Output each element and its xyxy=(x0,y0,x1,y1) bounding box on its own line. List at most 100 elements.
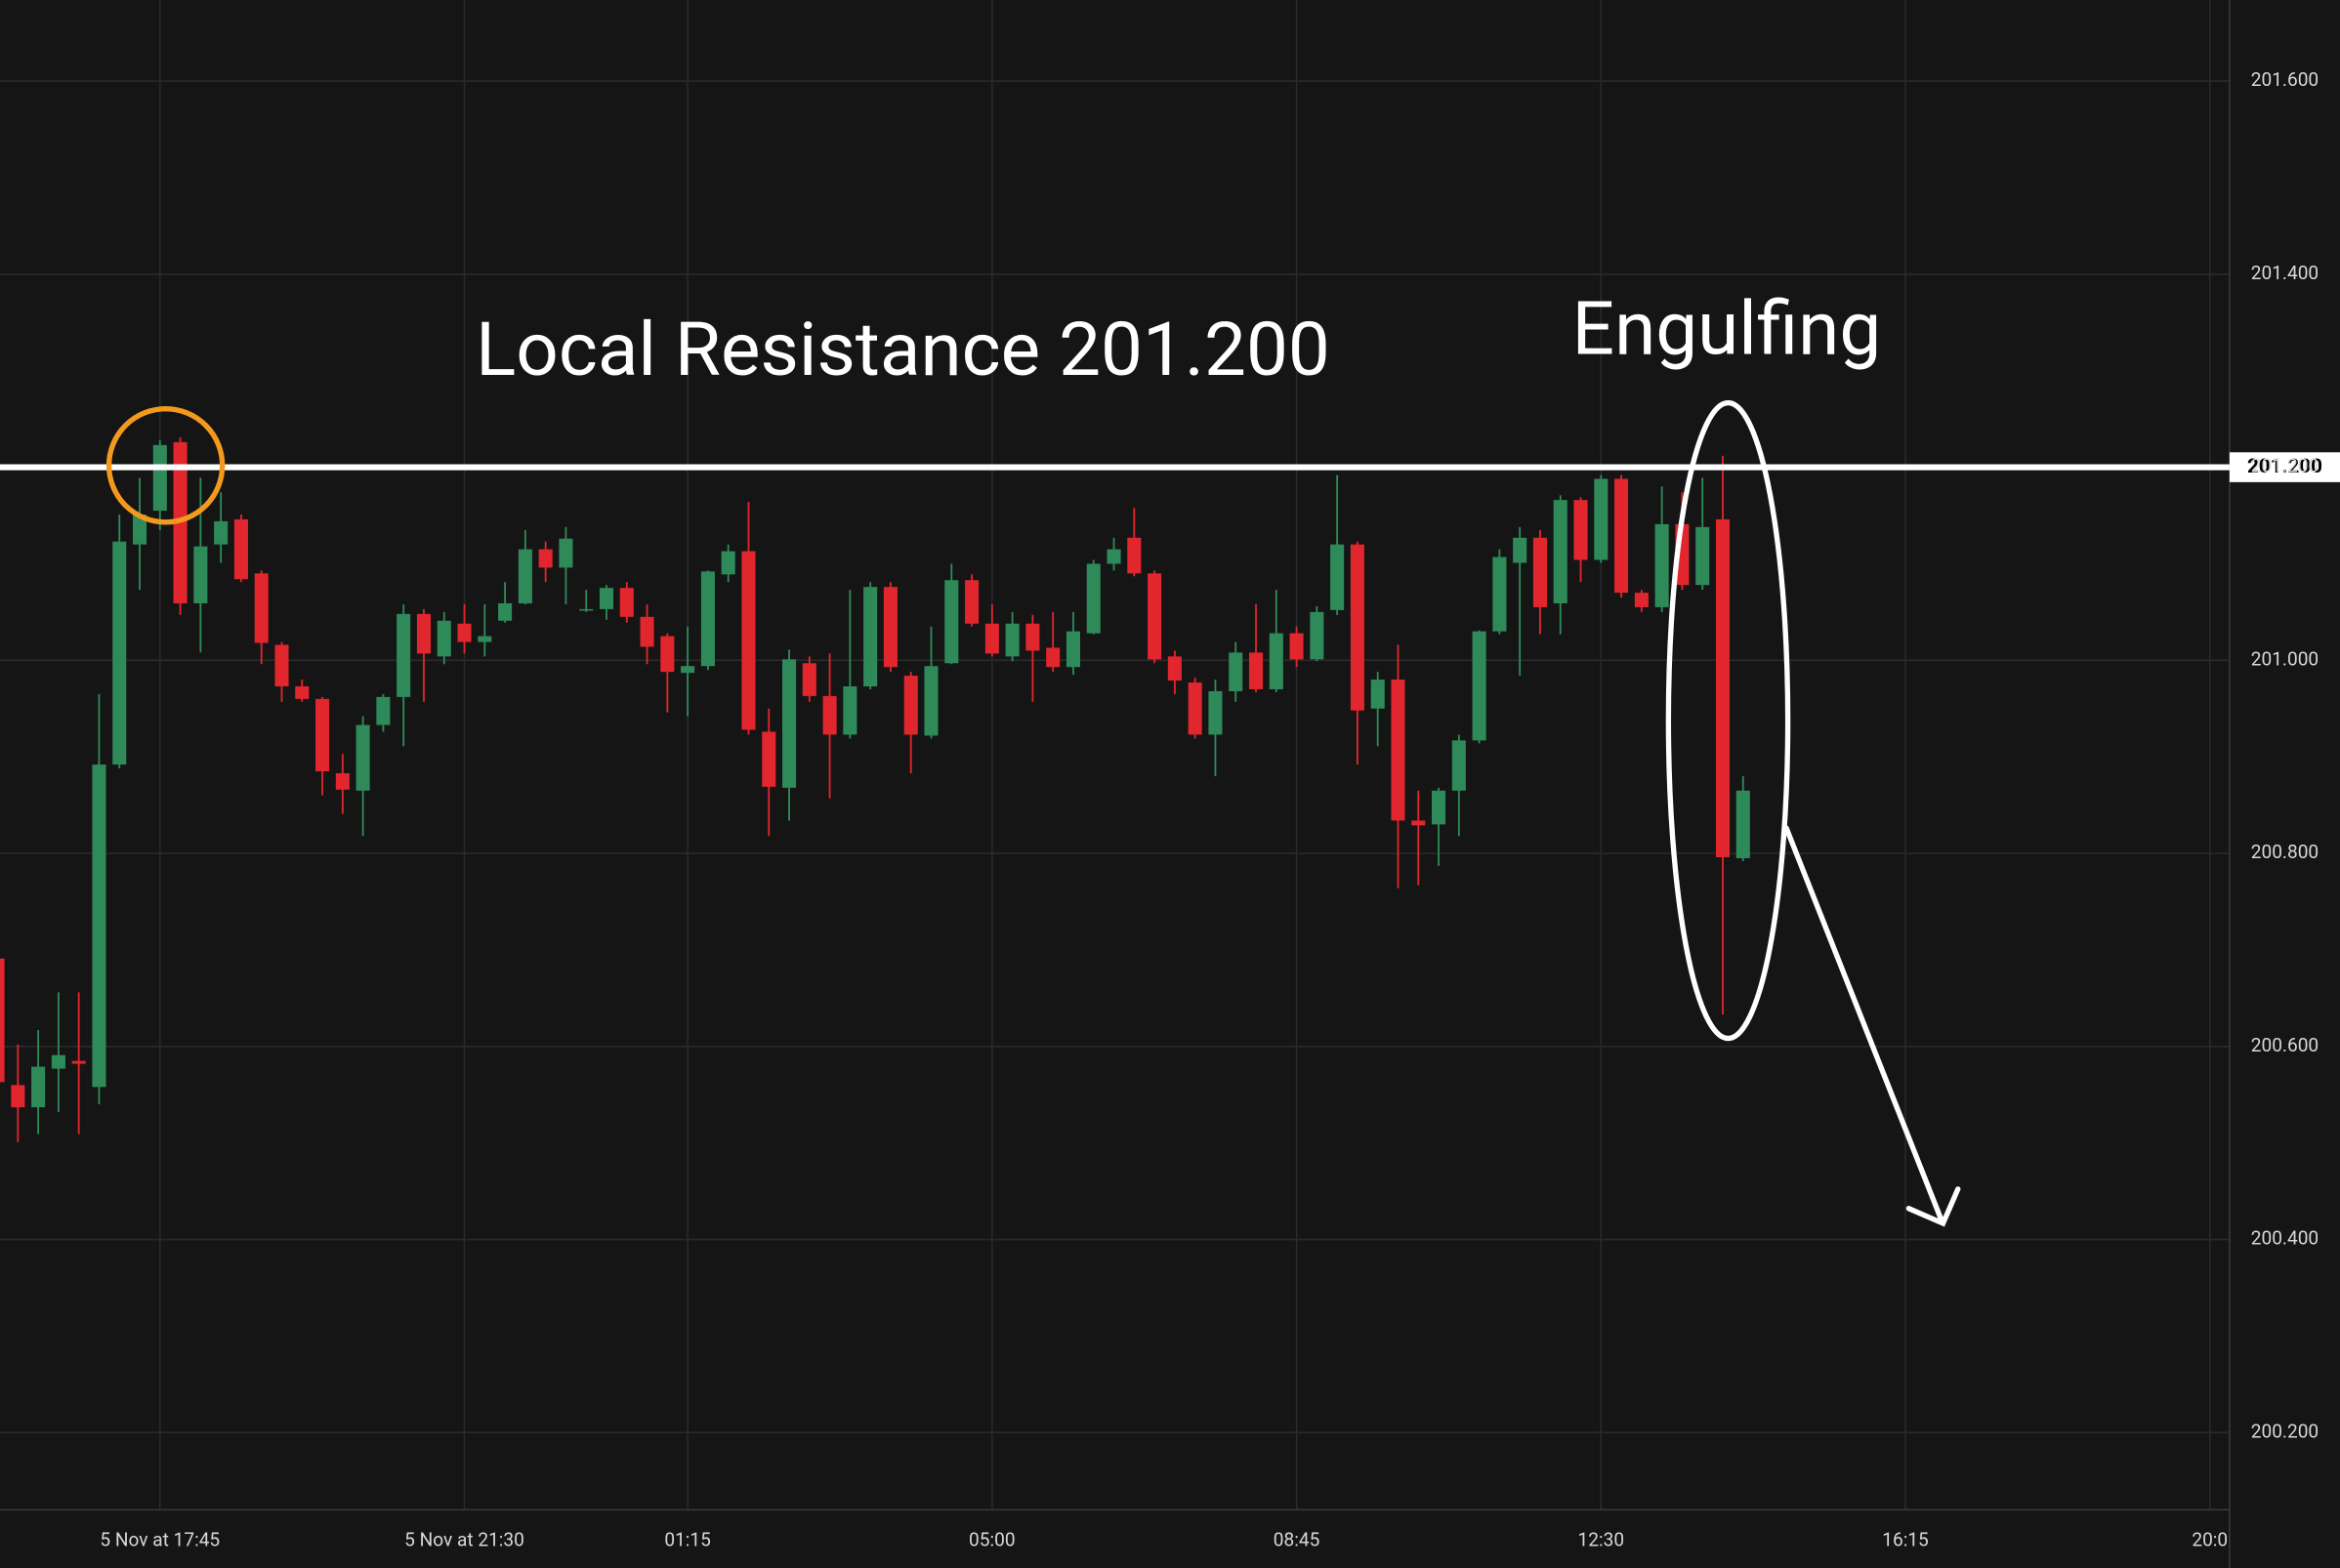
candle-body xyxy=(274,644,289,687)
x-tick-label: 5 Nov at 21:30 xyxy=(404,1529,524,1551)
candle-body xyxy=(1411,820,1426,826)
candle-body xyxy=(193,546,208,603)
arrow-shaft xyxy=(1783,825,1944,1223)
x-tick-label: 5 Nov at 17:45 xyxy=(100,1529,220,1551)
candle-body xyxy=(1350,544,1364,711)
candle-body xyxy=(1573,500,1588,560)
candle-body xyxy=(457,623,472,642)
candle-body xyxy=(416,613,431,654)
price-tag-label: 201.200 xyxy=(2247,455,2322,478)
candle-body xyxy=(1127,537,1142,574)
candle-body xyxy=(1614,478,1629,594)
annotation: Engulfing xyxy=(1572,284,1882,372)
candle-body xyxy=(295,686,310,699)
y-tick-label: 201.600 xyxy=(2251,68,2319,91)
candle-body xyxy=(0,958,5,1083)
y-tick-label: 200.600 xyxy=(2251,1034,2319,1056)
candle-body xyxy=(1107,549,1121,564)
candle-body xyxy=(1289,633,1304,660)
candle-body xyxy=(721,551,735,575)
candle-body xyxy=(741,551,756,730)
overlay: 201.200 xyxy=(0,452,2340,482)
x-tick-label: 01:15 xyxy=(664,1529,711,1551)
candle-body xyxy=(1532,537,1547,607)
y-tick-label: 201.200 xyxy=(2251,455,2319,477)
candle-body xyxy=(1735,790,1750,858)
candle-body xyxy=(315,698,330,772)
candle-body xyxy=(376,696,391,725)
candle-body xyxy=(843,686,857,735)
candle-body xyxy=(1046,647,1061,668)
candle-body xyxy=(619,588,634,617)
candle-body xyxy=(1451,740,1466,791)
candle-body xyxy=(92,764,106,1088)
candle-body xyxy=(1715,518,1731,858)
y-tick-label: 200.800 xyxy=(2251,841,2319,863)
highlight-circle xyxy=(105,406,226,525)
candle-body xyxy=(1167,656,1182,681)
annotation: Local Resistance 201.200 xyxy=(476,306,1330,393)
candle-body xyxy=(1005,623,1020,657)
candle-body xyxy=(1248,652,1264,689)
candle-body xyxy=(903,676,918,735)
candle-body xyxy=(51,1054,65,1069)
candle-body xyxy=(579,608,594,611)
x-tick-label: 12:30 xyxy=(1578,1529,1625,1551)
candle-body xyxy=(437,620,451,657)
candle-body xyxy=(518,549,532,603)
candle-body xyxy=(254,573,269,643)
candle-body xyxy=(822,695,837,735)
candle-body xyxy=(538,549,553,568)
y-tick-label: 200.200 xyxy=(2251,1420,2319,1442)
candle-body xyxy=(782,659,797,788)
candle-body xyxy=(924,666,939,736)
candle-body xyxy=(1188,682,1202,735)
candle-body xyxy=(1594,478,1609,560)
x-tick-label: 08:45 xyxy=(1274,1529,1320,1551)
candle-body xyxy=(397,613,411,697)
y-tick-label: 200.400 xyxy=(2251,1227,2319,1250)
price-tag xyxy=(2229,452,2340,482)
candle-body xyxy=(1229,652,1243,691)
candle-body xyxy=(640,616,654,647)
candle-body xyxy=(132,515,147,545)
candle-body xyxy=(660,636,675,673)
candle-body xyxy=(1695,526,1710,586)
candle-body xyxy=(802,663,816,696)
candle-body xyxy=(863,587,878,687)
candle-body xyxy=(984,623,999,654)
candle-body xyxy=(1391,680,1405,821)
candle-body xyxy=(1208,690,1223,735)
x-tick-label: 05:00 xyxy=(969,1529,1016,1551)
candle-body xyxy=(11,1085,25,1108)
highlight-ellipse xyxy=(1665,399,1791,1042)
candle-body xyxy=(1330,544,1345,610)
candle-body xyxy=(559,538,573,568)
candle-body xyxy=(112,541,127,765)
candle-body xyxy=(1370,680,1385,709)
x-tick-label: 16:15 xyxy=(1882,1529,1929,1551)
x-tick-label: 20:0 xyxy=(2192,1529,2228,1551)
candle-body xyxy=(1634,593,1649,607)
candle-body xyxy=(335,772,350,790)
candle-body xyxy=(762,731,776,787)
candle-body xyxy=(1432,790,1446,825)
candle-body xyxy=(355,724,370,791)
candle-body xyxy=(599,588,614,609)
candle-body xyxy=(1269,633,1283,689)
candle-body xyxy=(1086,563,1101,634)
candle-body xyxy=(152,444,167,512)
candle-body xyxy=(965,580,980,624)
candle-body xyxy=(478,636,492,642)
candle-body xyxy=(1654,523,1669,607)
arrow xyxy=(1783,825,1961,1227)
candle-body xyxy=(71,1060,86,1064)
candle-body xyxy=(233,518,248,580)
candle-body xyxy=(883,587,898,668)
candle-body xyxy=(1492,557,1507,632)
candle-body xyxy=(214,520,229,545)
candle-body xyxy=(1025,623,1040,651)
